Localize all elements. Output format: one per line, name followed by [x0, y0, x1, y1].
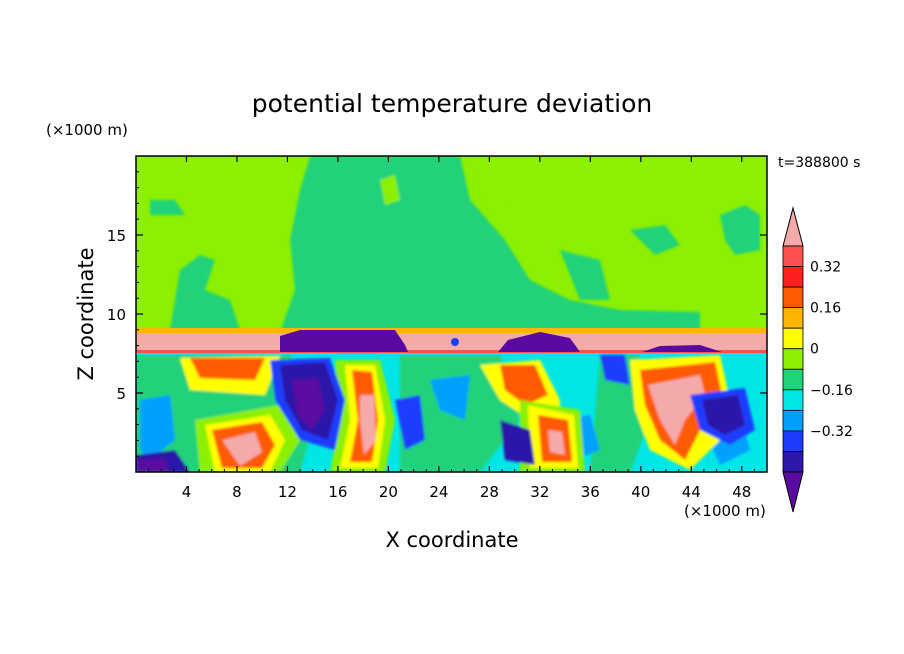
time-label: t=388800 s	[778, 155, 860, 171]
x-tick-label: 28	[480, 483, 499, 501]
y-tick-label: 5	[116, 385, 126, 403]
x-tick-label: 12	[278, 483, 297, 501]
y-tick-label: 15	[107, 227, 126, 245]
upper-layer-cells	[150, 156, 760, 332]
x-tick-label: 36	[581, 483, 600, 501]
x-tick-label: 44	[682, 483, 701, 501]
y-tick-label: 10	[107, 306, 126, 324]
inversion-layer-orange	[136, 328, 767, 333]
colorbar-label: −0.32	[810, 424, 853, 440]
colorbar-label: 0.32	[810, 260, 841, 276]
colorbar-swatch	[782, 266, 804, 288]
x-tick-label: 32	[530, 483, 549, 501]
x-tick-label: 16	[328, 483, 347, 501]
colorbar-label: 0.16	[810, 301, 841, 317]
y-axis-label: Z coordinate	[74, 247, 98, 380]
colorbar-swatch	[782, 430, 804, 452]
x-tick-label: 48	[732, 483, 751, 501]
colorbar-swatch	[782, 409, 804, 432]
colorbar-label: 0	[810, 342, 819, 358]
x-axis-label: X coordinate	[385, 528, 518, 552]
colorbar-extend-low	[782, 471, 804, 513]
colorbar-swatch	[782, 389, 804, 411]
x-tick-label: 40	[631, 483, 650, 501]
colorbar-extend-high	[782, 206, 804, 247]
x-tick-label: 4	[182, 483, 192, 501]
colorbar-swatch	[782, 245, 804, 267]
y-axis: 5 10 15	[107, 171, 767, 457]
colorbar-swatch	[782, 286, 804, 309]
plot-field	[136, 156, 767, 472]
y-axis-unit: (×1000 m)	[46, 121, 128, 139]
x-axis-unit: (×1000 m)	[684, 502, 766, 520]
chart-title: potential temperature deviation	[252, 89, 652, 118]
inversion-cold-domes	[280, 330, 722, 352]
x-axis: 4 8 12 16 20 24 28 32 36 40 44 48	[148, 156, 755, 501]
x-tick-label: 24	[429, 483, 448, 501]
colorbar-label: −0.16	[810, 383, 853, 399]
lower-layer-cells	[136, 355, 755, 472]
colorbar-swatch	[782, 327, 804, 350]
colorbar-swatch	[782, 451, 804, 473]
colorbar: 0.32 0.16 0 −0.16 −0.32	[782, 206, 853, 513]
colorbar-swatch	[782, 307, 804, 329]
x-tick-label: 8	[232, 483, 242, 501]
colorbar-swatch	[782, 348, 804, 370]
colorbar-swatch	[782, 368, 804, 391]
x-tick-label: 20	[379, 483, 398, 501]
